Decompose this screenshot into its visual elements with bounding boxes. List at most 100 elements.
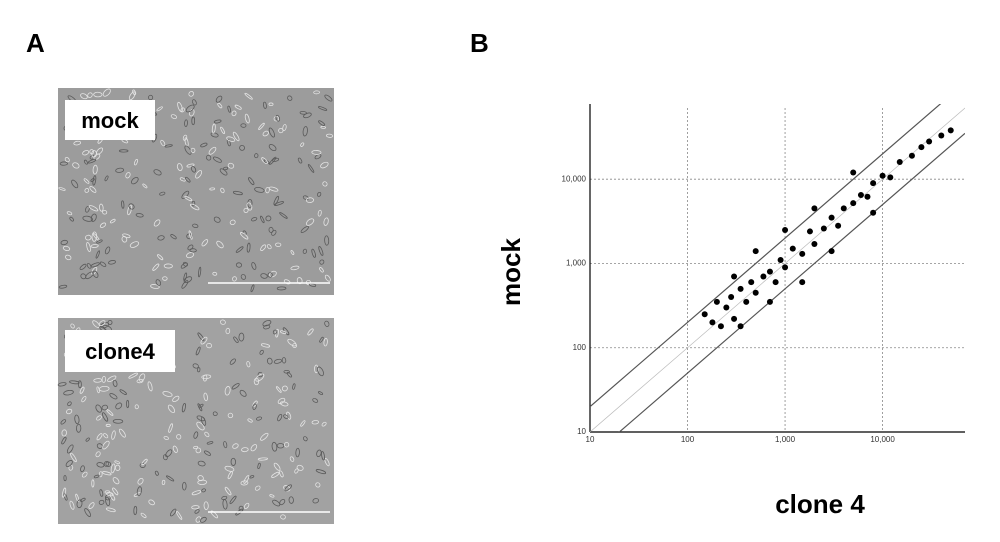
cell [118, 149, 129, 153]
cell [283, 369, 290, 374]
cell [277, 413, 283, 422]
cell [277, 397, 286, 404]
cell [179, 177, 186, 182]
cell [82, 150, 90, 156]
cell [275, 242, 282, 247]
cell [239, 389, 247, 397]
cell [83, 159, 88, 165]
point [799, 279, 806, 286]
cell [203, 501, 209, 510]
cell [272, 499, 281, 507]
cell [195, 346, 201, 356]
cell [232, 443, 239, 449]
cell [172, 445, 178, 453]
cell [254, 153, 259, 159]
cell [86, 263, 92, 269]
cell [217, 102, 223, 109]
cell [166, 475, 175, 482]
cell [200, 516, 207, 523]
cell [269, 156, 277, 165]
point [896, 159, 903, 166]
image-label-box [65, 100, 155, 140]
cell [267, 272, 273, 278]
cell [263, 324, 271, 330]
point [789, 245, 796, 252]
cell [322, 181, 328, 187]
cell [99, 222, 107, 228]
cell [185, 104, 195, 113]
cell [232, 131, 240, 142]
point [731, 273, 738, 280]
cell [324, 320, 330, 327]
cell [229, 219, 236, 225]
cell [70, 323, 75, 329]
cell [104, 175, 109, 182]
cell [234, 104, 242, 110]
cell [231, 110, 237, 117]
cell [177, 101, 183, 113]
cell [316, 366, 324, 377]
cell [61, 436, 67, 445]
cell [172, 395, 180, 403]
cell [110, 463, 116, 474]
point [857, 191, 864, 198]
cell [147, 381, 153, 392]
cell [201, 239, 209, 247]
cell [243, 502, 250, 510]
cell [88, 205, 99, 212]
panel-label: B [470, 28, 489, 58]
cell [74, 414, 80, 425]
point [850, 169, 857, 176]
cell [197, 475, 204, 482]
cell [90, 178, 95, 182]
cell [307, 163, 315, 173]
cell [184, 195, 193, 202]
cell [98, 320, 106, 327]
cell [152, 263, 160, 271]
cell [156, 106, 163, 112]
cell [238, 505, 244, 512]
cell [312, 498, 319, 504]
cell [266, 244, 272, 250]
cell [79, 386, 85, 394]
cell [259, 349, 264, 355]
point [864, 193, 871, 200]
cell [239, 144, 245, 151]
cell [324, 274, 331, 282]
point [811, 205, 818, 212]
cell [190, 166, 197, 173]
cell [184, 176, 191, 183]
cell [160, 139, 166, 147]
y-tick-label: 100 [573, 343, 587, 352]
cell [204, 431, 210, 438]
cell [295, 447, 300, 458]
cell [252, 403, 257, 410]
cell [72, 162, 80, 169]
cell [108, 260, 116, 265]
cell [85, 437, 90, 442]
cell [99, 261, 107, 267]
cell [198, 403, 204, 409]
cell [300, 420, 306, 427]
cell [197, 367, 201, 373]
cell [80, 93, 88, 100]
cell [279, 212, 288, 219]
cell [93, 91, 103, 98]
cell [300, 142, 305, 147]
cell [276, 443, 285, 449]
cell [286, 371, 293, 378]
cell [250, 284, 255, 293]
cell [75, 493, 80, 503]
cell [112, 379, 118, 387]
cell [206, 441, 214, 445]
cell [280, 514, 286, 520]
cell [232, 190, 243, 196]
point [947, 127, 954, 134]
cell [244, 113, 250, 124]
cell [254, 485, 261, 491]
cell [196, 415, 206, 422]
cell [63, 475, 67, 482]
cell [205, 154, 212, 161]
cell [91, 266, 98, 275]
cell [309, 283, 317, 287]
